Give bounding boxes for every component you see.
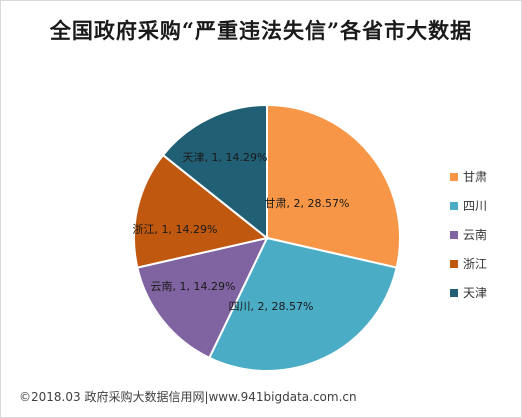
legend-swatch [450, 259, 458, 268]
legend-item-1: 甘肃 [450, 162, 487, 191]
pie-slice-3 [136, 236, 269, 360]
pie-slice-4 [133, 153, 270, 269]
legend-item-4: 浙江 [450, 249, 487, 278]
footer-copyright: ©2018.03 政府采购大数据信用网|www.941bigdata.com.c… [19, 390, 357, 404]
pie-slice-1 [266, 103, 401, 269]
data-label-5: 天津, 1, 14.29% [183, 151, 268, 164]
legend-swatch [450, 230, 458, 239]
pie-slice-2 [207, 236, 398, 372]
legend-label: 天津 [463, 286, 488, 300]
data-label-1: 甘肃, 2, 28.57% [265, 197, 350, 210]
legend-swatch [450, 172, 458, 181]
data-label-3: 云南, 1, 14.29% [151, 280, 236, 293]
data-label-4: 浙江, 1, 14.29% [133, 223, 218, 236]
chart-title: 全国政府采购“严重违法失信”各省市大数据 [49, 18, 473, 43]
legend-item-2: 四川 [450, 191, 487, 220]
pie-slice-5 [161, 103, 268, 241]
pie-slices [133, 103, 401, 372]
legend-label: 浙江 [463, 257, 488, 271]
legend: 甘肃四川云南浙江天津 [450, 162, 487, 307]
data-label-2: 四川, 2, 28.57% [229, 300, 314, 313]
legend-label: 四川 [463, 199, 488, 213]
legend-item-5: 天津 [450, 278, 487, 307]
legend-swatch [450, 201, 458, 210]
legend-label: 云南 [463, 228, 488, 242]
legend-item-3: 云南 [450, 220, 487, 249]
data-labels: 甘肃, 2, 28.57% 四川, 2, 28.57% 云南, 1, 14.29% 浙… [133, 151, 350, 313]
legend-swatch [450, 288, 458, 297]
legend-label: 甘肃 [463, 170, 488, 184]
